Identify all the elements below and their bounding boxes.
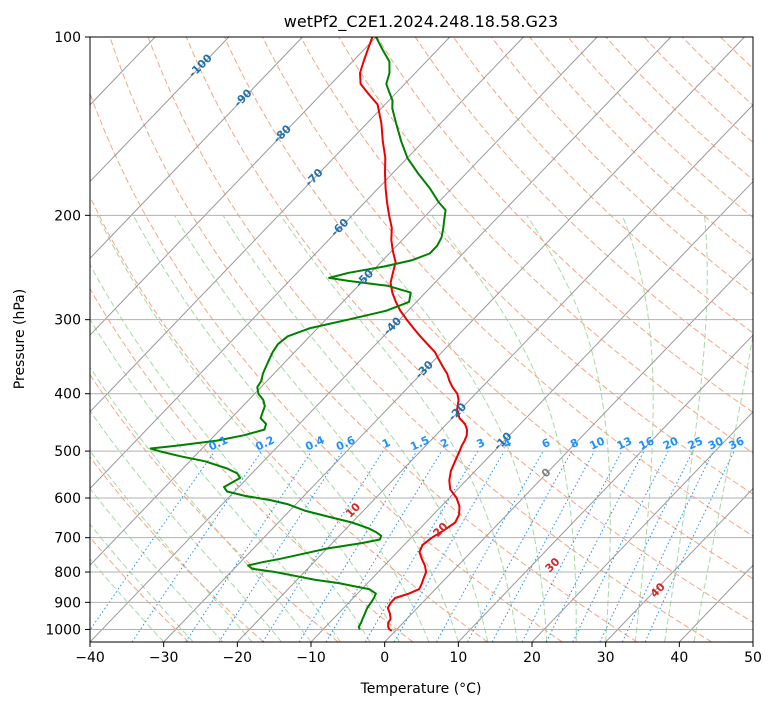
isotherm-line — [605, 487, 753, 642]
moist-adiabat-line — [664, 215, 708, 642]
mixing-ratio-line — [325, 450, 443, 642]
x-tick-label: 20 — [523, 650, 541, 666]
dry-adiabat-line — [452, 37, 753, 334]
moist-adiabat-line — [90, 263, 371, 642]
isotherm-line — [384, 257, 753, 642]
x-tick-label: −20 — [223, 650, 253, 666]
y-axis-label: Pressure (hPa) — [12, 289, 28, 389]
x-tick-label: 40 — [670, 650, 688, 666]
moist-adiabat-line — [90, 366, 312, 642]
moist-adiabat-line — [280, 215, 518, 642]
x-tick-label: 30 — [597, 650, 615, 666]
y-tick-label: 600 — [54, 491, 81, 507]
dewpoint-line — [149, 37, 447, 630]
mixing-ratio-line — [131, 450, 263, 642]
isotherm-line — [90, 37, 377, 336]
mixing-ratio-line — [545, 450, 645, 642]
y-axis: 100 200 300 400 500 600 700 800 900 1000 — [45, 30, 90, 638]
mixing-ratio-line — [185, 450, 313, 642]
dry-adiabat-line — [90, 195, 488, 642]
mixing-ratio-label: 16 — [637, 434, 657, 452]
dry-adiabat-line — [376, 37, 753, 413]
moist-adiabat-line — [222, 215, 489, 642]
isotherm-line — [90, 37, 230, 183]
y-tick-label: 400 — [54, 387, 81, 403]
y-tick-label: 800 — [54, 565, 81, 581]
mixing-ratio-line — [90, 450, 216, 631]
moist-adiabat-line — [693, 332, 753, 642]
dry-adiabat-line — [147, 37, 712, 642]
temperature-line — [359, 37, 468, 632]
isotherm-line — [90, 37, 524, 490]
isotherms — [90, 37, 753, 642]
moist-adiabat-line — [90, 318, 341, 642]
mixing-ratio-label: 20 — [661, 434, 681, 452]
dry-adiabat-line — [185, 37, 753, 623]
dry-adiabat-line — [90, 92, 563, 642]
dry-adiabat-line — [224, 37, 753, 580]
moist-adiabat-line — [174, 215, 459, 642]
x-tick-label: 50 — [744, 650, 762, 666]
dry-adiabat-line — [90, 287, 414, 642]
chart-title: wetPf2_C2E1.2024.248.18.58.G23 — [284, 12, 558, 32]
mixing-ratio-label: 36 — [727, 434, 747, 452]
y-tick-label: 200 — [54, 208, 81, 224]
mixing-ratio-label: 30 — [706, 434, 726, 452]
plot-area: -100-90-80-70-60-50-40-30-20-10010203040… — [90, 37, 753, 642]
isotherm-line — [90, 37, 303, 260]
mixing-ratio-label: 10 — [587, 434, 607, 452]
moist-adiabat-line — [90, 409, 282, 642]
dry-adiabat-line — [90, 536, 190, 642]
x-tick-label: −10 — [296, 650, 326, 666]
x-tick-label: −40 — [75, 650, 105, 666]
moist-adiabat-line — [526, 215, 611, 642]
moist-adiabat-line — [96, 215, 400, 642]
y-tick-label: 1000 — [45, 622, 81, 638]
x-axis-label: Temperature (°C) — [360, 681, 482, 697]
mixing-ratio-label: 25 — [686, 434, 705, 452]
mixing-ratio-line — [572, 450, 669, 642]
isotherm-line — [90, 37, 451, 413]
mixing-ratio-line — [467, 450, 573, 642]
pressure-gridlines — [90, 37, 753, 630]
isotherm-line — [236, 104, 753, 642]
isotherm-line — [163, 37, 745, 642]
dry-adiabat-line — [491, 37, 753, 295]
dry-adiabat-line — [338, 37, 753, 454]
plot-frame — [89, 36, 754, 643]
mixing-ratio-line — [435, 450, 544, 642]
mixing-ratio-line — [262, 450, 384, 642]
x-axis: −40 −30 −20 −10 0 10 20 30 40 50 — [75, 642, 762, 666]
dry-adiabat-line — [262, 37, 753, 537]
profile-series — [149, 37, 468, 632]
y-tick-label: 100 — [54, 30, 81, 46]
y-tick-label: 900 — [54, 595, 81, 611]
isotherm-line — [531, 411, 753, 642]
mixing-ratio-line — [298, 450, 418, 642]
moist-adiabat-line — [90, 450, 253, 642]
moist-adiabat-line — [431, 214, 577, 642]
moist-adiabat-line — [90, 487, 223, 642]
mixing-ratio-label: 13 — [615, 434, 634, 452]
moist-adiabat-line — [90, 523, 194, 642]
moist-adiabat-line — [90, 558, 165, 642]
x-tick-label: 10 — [449, 650, 467, 666]
dry-adiabat-line — [109, 37, 638, 642]
isotherm-line — [457, 334, 753, 642]
isotherm-line — [90, 37, 672, 642]
mixing-ratio-line — [218, 450, 343, 642]
x-tick-label: −30 — [149, 650, 179, 666]
moist-adiabat-line — [132, 215, 430, 642]
dry-adiabat-line — [300, 37, 753, 495]
x-tick-label: 0 — [380, 650, 389, 666]
isotherm-line — [310, 180, 753, 642]
isotherm-line — [90, 37, 598, 566]
y-tick-label: 300 — [54, 313, 81, 329]
y-tick-label: 500 — [54, 444, 81, 460]
y-tick-label: 700 — [54, 531, 81, 547]
